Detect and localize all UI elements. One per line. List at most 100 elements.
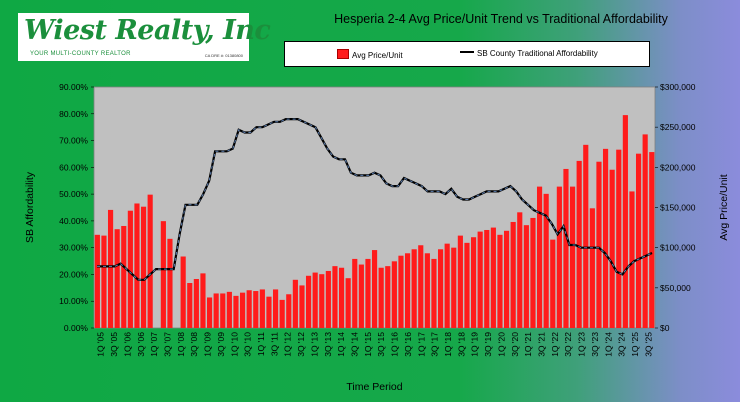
price-bar: [226, 291, 232, 328]
x-tick-label: 1Q '20: [496, 332, 506, 357]
logo-license: CA DRE #: 01380800: [204, 53, 243, 58]
x-axis-title: Time Period: [346, 381, 402, 393]
price-bar: [576, 160, 582, 328]
price-bar: [358, 264, 364, 328]
price-bar: [609, 169, 615, 328]
x-tick-label: 3Q '09: [216, 332, 226, 357]
price-bar: [180, 256, 186, 328]
price-bar: [266, 296, 272, 328]
price-bar: [286, 294, 292, 328]
affordability-line-dash: [97, 118, 653, 281]
price-bar: [589, 208, 595, 328]
price-bar: [332, 266, 338, 328]
price-bar: [563, 168, 569, 328]
price-bar: [193, 278, 199, 328]
y-left-tick-label: 30.00%: [59, 243, 88, 253]
price-bar: [635, 153, 642, 328]
price-bar: [569, 186, 576, 328]
price-bar: [418, 245, 424, 328]
price-bar: [167, 238, 173, 328]
x-tick-label: 1Q '09: [203, 332, 213, 357]
price-bar: [365, 258, 371, 328]
x-tick-label: 1Q '16: [390, 332, 400, 357]
x-tick-label: 3Q '05: [109, 332, 119, 357]
x-tick-label: 3Q '16: [403, 332, 413, 357]
x-tick-label: 3Q '21: [536, 332, 546, 357]
x-tick-label: 3Q '20: [510, 332, 520, 357]
price-bar: [497, 234, 503, 328]
x-tick-label: 3Q '18: [456, 332, 466, 357]
price-bar: [523, 225, 529, 328]
x-tick-label: 1Q '21: [523, 332, 533, 357]
price-bar: [470, 237, 477, 328]
price-bar: [272, 289, 279, 328]
x-tick-label: 1Q '18: [443, 332, 453, 357]
x-tick-label: 1Q '15: [363, 332, 373, 357]
x-tick-label: 3Q '12: [296, 332, 306, 357]
price-bar: [444, 243, 450, 328]
x-tick-label: 3Q '13: [323, 332, 333, 357]
legend-label-avg-price: Avg Price/Unit: [352, 51, 403, 60]
x-tick-label: 1Q '08: [176, 332, 186, 357]
price-bar: [583, 144, 589, 328]
price-bar: [371, 250, 378, 328]
x-tick-label: 1Q '12: [283, 332, 293, 357]
price-bar: [259, 289, 265, 328]
legend-item-affordability: SB County Traditional Affordability: [460, 49, 598, 58]
legend-item-avg-price: Avg Price/Unit: [337, 49, 403, 60]
x-tick-label: 1Q '25: [630, 332, 640, 357]
legend-swatch-bar: [337, 49, 349, 59]
price-bar: [338, 267, 345, 328]
price-bar: [464, 242, 470, 328]
price-bar: [187, 283, 193, 328]
y-left-axis-title: SB Affordability: [24, 171, 36, 243]
price-bar: [616, 149, 622, 328]
x-tick-label: 1Q '11: [256, 332, 266, 356]
x-tick-label: 3Q '08: [189, 332, 199, 357]
x-tick-label: 1Q '10: [229, 332, 239, 357]
y-right-tick-label: $0: [660, 323, 670, 333]
price-bar: [206, 297, 213, 328]
price-bar: [622, 115, 628, 328]
price-bar: [484, 229, 490, 328]
price-bar: [642, 134, 648, 328]
y-right-tick-label: $200,000: [660, 162, 696, 172]
price-bar: [279, 299, 285, 328]
price-bar: [490, 227, 496, 328]
company-logo: Wiest Realty, Inc YOUR MULTI-COUNTY REAL…: [18, 13, 271, 61]
y-right-tick-label: $50,000: [660, 283, 691, 293]
price-bar: [596, 161, 602, 328]
x-tick-label: 1Q '24: [603, 332, 613, 357]
price-bar: [312, 272, 318, 328]
price-bar: [378, 267, 384, 328]
x-tick-label: 3Q '11: [269, 332, 279, 356]
y-left-tick-label: 70.00%: [59, 136, 88, 146]
x-tick-label: 1Q '14: [336, 332, 346, 357]
x-tick-label: 1Q '19: [470, 332, 480, 357]
y-right-axis-title: Avg Price/Unit: [718, 174, 730, 240]
price-bar: [517, 212, 523, 328]
x-tick-label: 3Q '14: [349, 332, 359, 357]
x-tick-label: 3Q '24: [617, 332, 627, 357]
price-bar: [530, 217, 536, 328]
y-left-tick-label: 50.00%: [59, 189, 88, 199]
x-tick-label: 1Q '07: [149, 332, 159, 357]
price-bar: [398, 255, 404, 328]
price-bar: [510, 221, 516, 328]
x-tick-label: 3Q '17: [430, 332, 440, 357]
x-tick-label: 1Q '06: [122, 332, 132, 357]
price-bar: [325, 270, 331, 328]
price-bar: [233, 295, 239, 328]
x-tick-label: 1Q '17: [416, 332, 426, 357]
y-right-tick-label: $250,000: [660, 122, 696, 132]
y-left-tick-label: 90.00%: [59, 82, 88, 92]
price-bar: [385, 266, 391, 328]
price-bar: [431, 258, 437, 328]
price-bar: [121, 225, 127, 328]
price-bar: [411, 249, 417, 328]
y-left-tick-label: 40.00%: [59, 216, 88, 226]
price-bar: [94, 234, 100, 328]
x-tick-label: 3Q '10: [243, 332, 253, 357]
y-left-tick-label: 60.00%: [59, 162, 88, 172]
y-right-tick-label: $300,000: [660, 82, 696, 92]
